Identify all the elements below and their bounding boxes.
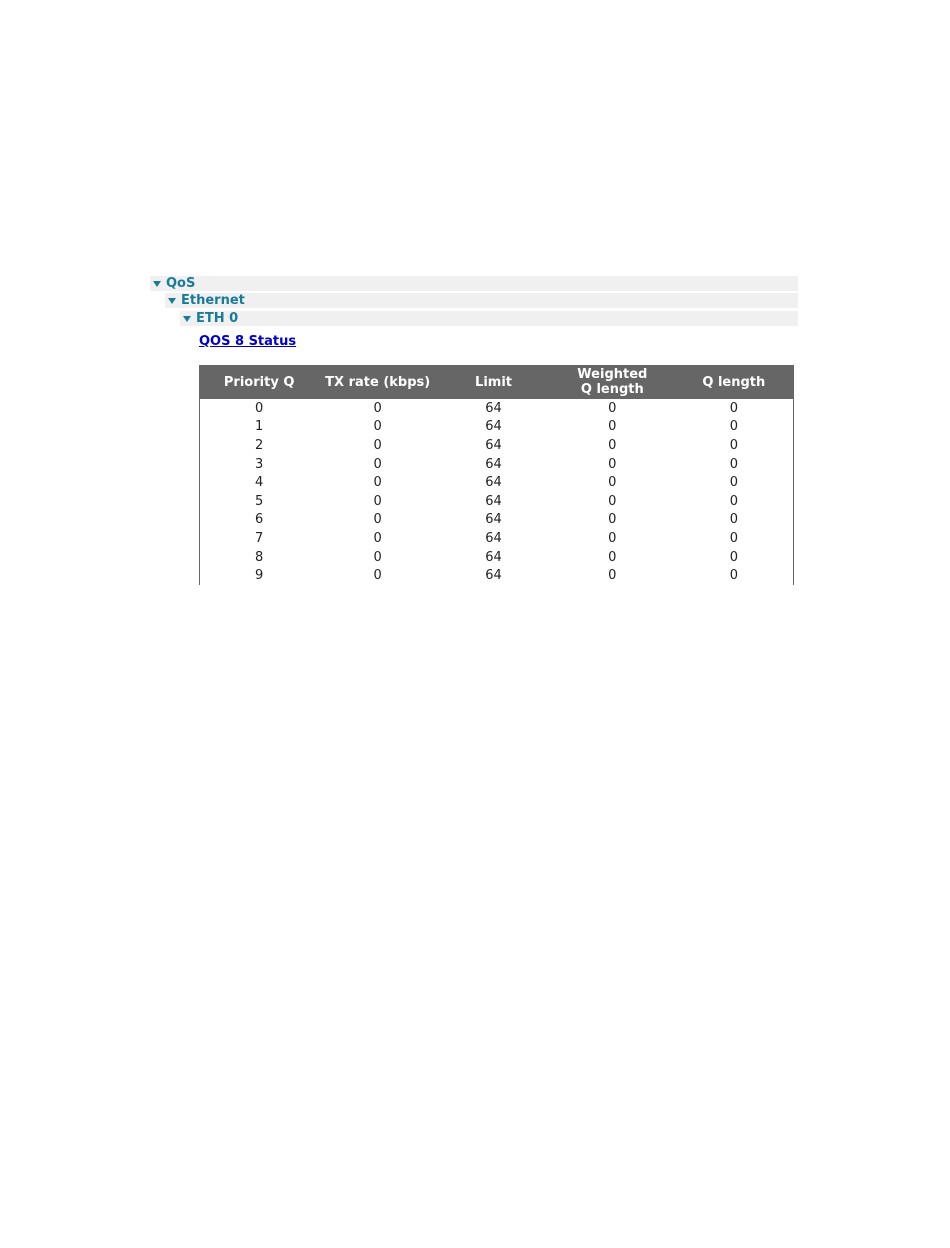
table-cell: 7	[255, 530, 264, 546]
table-cell: 8	[255, 549, 264, 565]
table-cell: 0	[373, 493, 382, 509]
column-header: Weighted Q length	[549, 365, 675, 399]
table-cell: 64	[485, 400, 502, 416]
tree-label: Ethernet	[181, 293, 245, 308]
table-cell: 64	[485, 512, 502, 528]
table-cell: 0	[373, 419, 382, 435]
table-cell: 0	[373, 475, 382, 491]
table-row: 4 0 64 0 0	[200, 473, 794, 492]
table-cell: 2	[255, 437, 264, 453]
table-row: 6 0 64 0 0	[200, 511, 794, 530]
table-row: 9 0 64 0 0	[200, 566, 794, 585]
table-cell: 64	[485, 530, 502, 546]
table-row: 3 0 64 0 0	[200, 455, 794, 474]
table-cell: 0	[729, 456, 738, 472]
table-row: 2 0 64 0 0	[200, 436, 794, 455]
table-row: 8 0 64 0 0	[200, 548, 794, 567]
table-cell: 0	[608, 419, 617, 435]
table-cell: 1	[255, 419, 264, 435]
table-cell: 64	[485, 419, 502, 435]
column-header: Q length	[674, 365, 794, 399]
table-cell: 0	[729, 437, 738, 453]
table-cell: 0	[373, 512, 382, 528]
table-cell: 0	[608, 493, 617, 509]
table-cell: 64	[485, 437, 502, 453]
table-cell: 64	[485, 475, 502, 491]
table-cell: 0	[255, 400, 264, 416]
table-cell: 0	[373, 400, 382, 416]
table-cell: 0	[608, 437, 617, 453]
tree-item-eth0[interactable]: ETH 0	[180, 311, 798, 326]
table-cell: 0	[608, 512, 617, 528]
table-cell: 0	[373, 568, 382, 584]
table-row: 5 0 64 0 0	[200, 492, 794, 511]
table-cell: 0	[608, 568, 617, 584]
table-cell: 0	[373, 549, 382, 565]
tree-item-qos[interactable]: QoS	[150, 276, 798, 291]
table-cell: 0	[608, 456, 617, 472]
table-cell: 0	[608, 549, 617, 565]
table-cell: 0	[729, 475, 738, 491]
table-cell: 64	[485, 456, 502, 472]
table-cell: 0	[373, 530, 382, 546]
table-cell: 9	[255, 568, 264, 584]
tree-item-ethernet[interactable]: Ethernet	[165, 293, 798, 308]
column-header: Priority Q	[199, 365, 319, 399]
table-cell: 64	[485, 549, 502, 565]
table-cell: 0	[729, 400, 738, 416]
caret-down-icon	[168, 297, 176, 304]
table-cell: 64	[485, 493, 502, 509]
table-cell: 0	[608, 475, 617, 491]
table-cell: 6	[255, 512, 264, 528]
table-cell: 0	[729, 493, 738, 509]
table-cell: 4	[255, 475, 264, 491]
table-cell: 0	[729, 419, 738, 435]
table-cell: 0	[608, 530, 617, 546]
column-header: TX rate (kbps)	[318, 365, 438, 399]
table-cell: 0	[729, 549, 738, 565]
tree-label: ETH 0	[196, 311, 239, 326]
caret-down-icon	[183, 315, 191, 322]
qos-status-table: Priority Q TX rate (kbps) Limit Weighted Q …	[199, 365, 794, 585]
table-cell: 3	[255, 456, 264, 472]
table-cell: 0	[373, 456, 382, 472]
table-cell: 5	[255, 493, 264, 509]
table-cell: 0	[729, 512, 738, 528]
caret-down-icon	[153, 280, 161, 287]
table-row: 7 0 64 0 0	[200, 529, 794, 548]
qos-status-link[interactable]: QOS 8 Status	[199, 334, 297, 349]
column-header: Limit	[437, 365, 550, 399]
table-cell: 0	[729, 530, 738, 546]
table-row: 1 0 64 0 0	[200, 418, 794, 437]
tree-label: QoS	[166, 276, 196, 291]
table-row: 0 0 64 0 0	[200, 399, 794, 418]
table-cell: 64	[485, 568, 502, 584]
table-cell: 0	[608, 400, 617, 416]
table-cell: 0	[729, 568, 738, 584]
table-cell: 0	[373, 437, 382, 453]
